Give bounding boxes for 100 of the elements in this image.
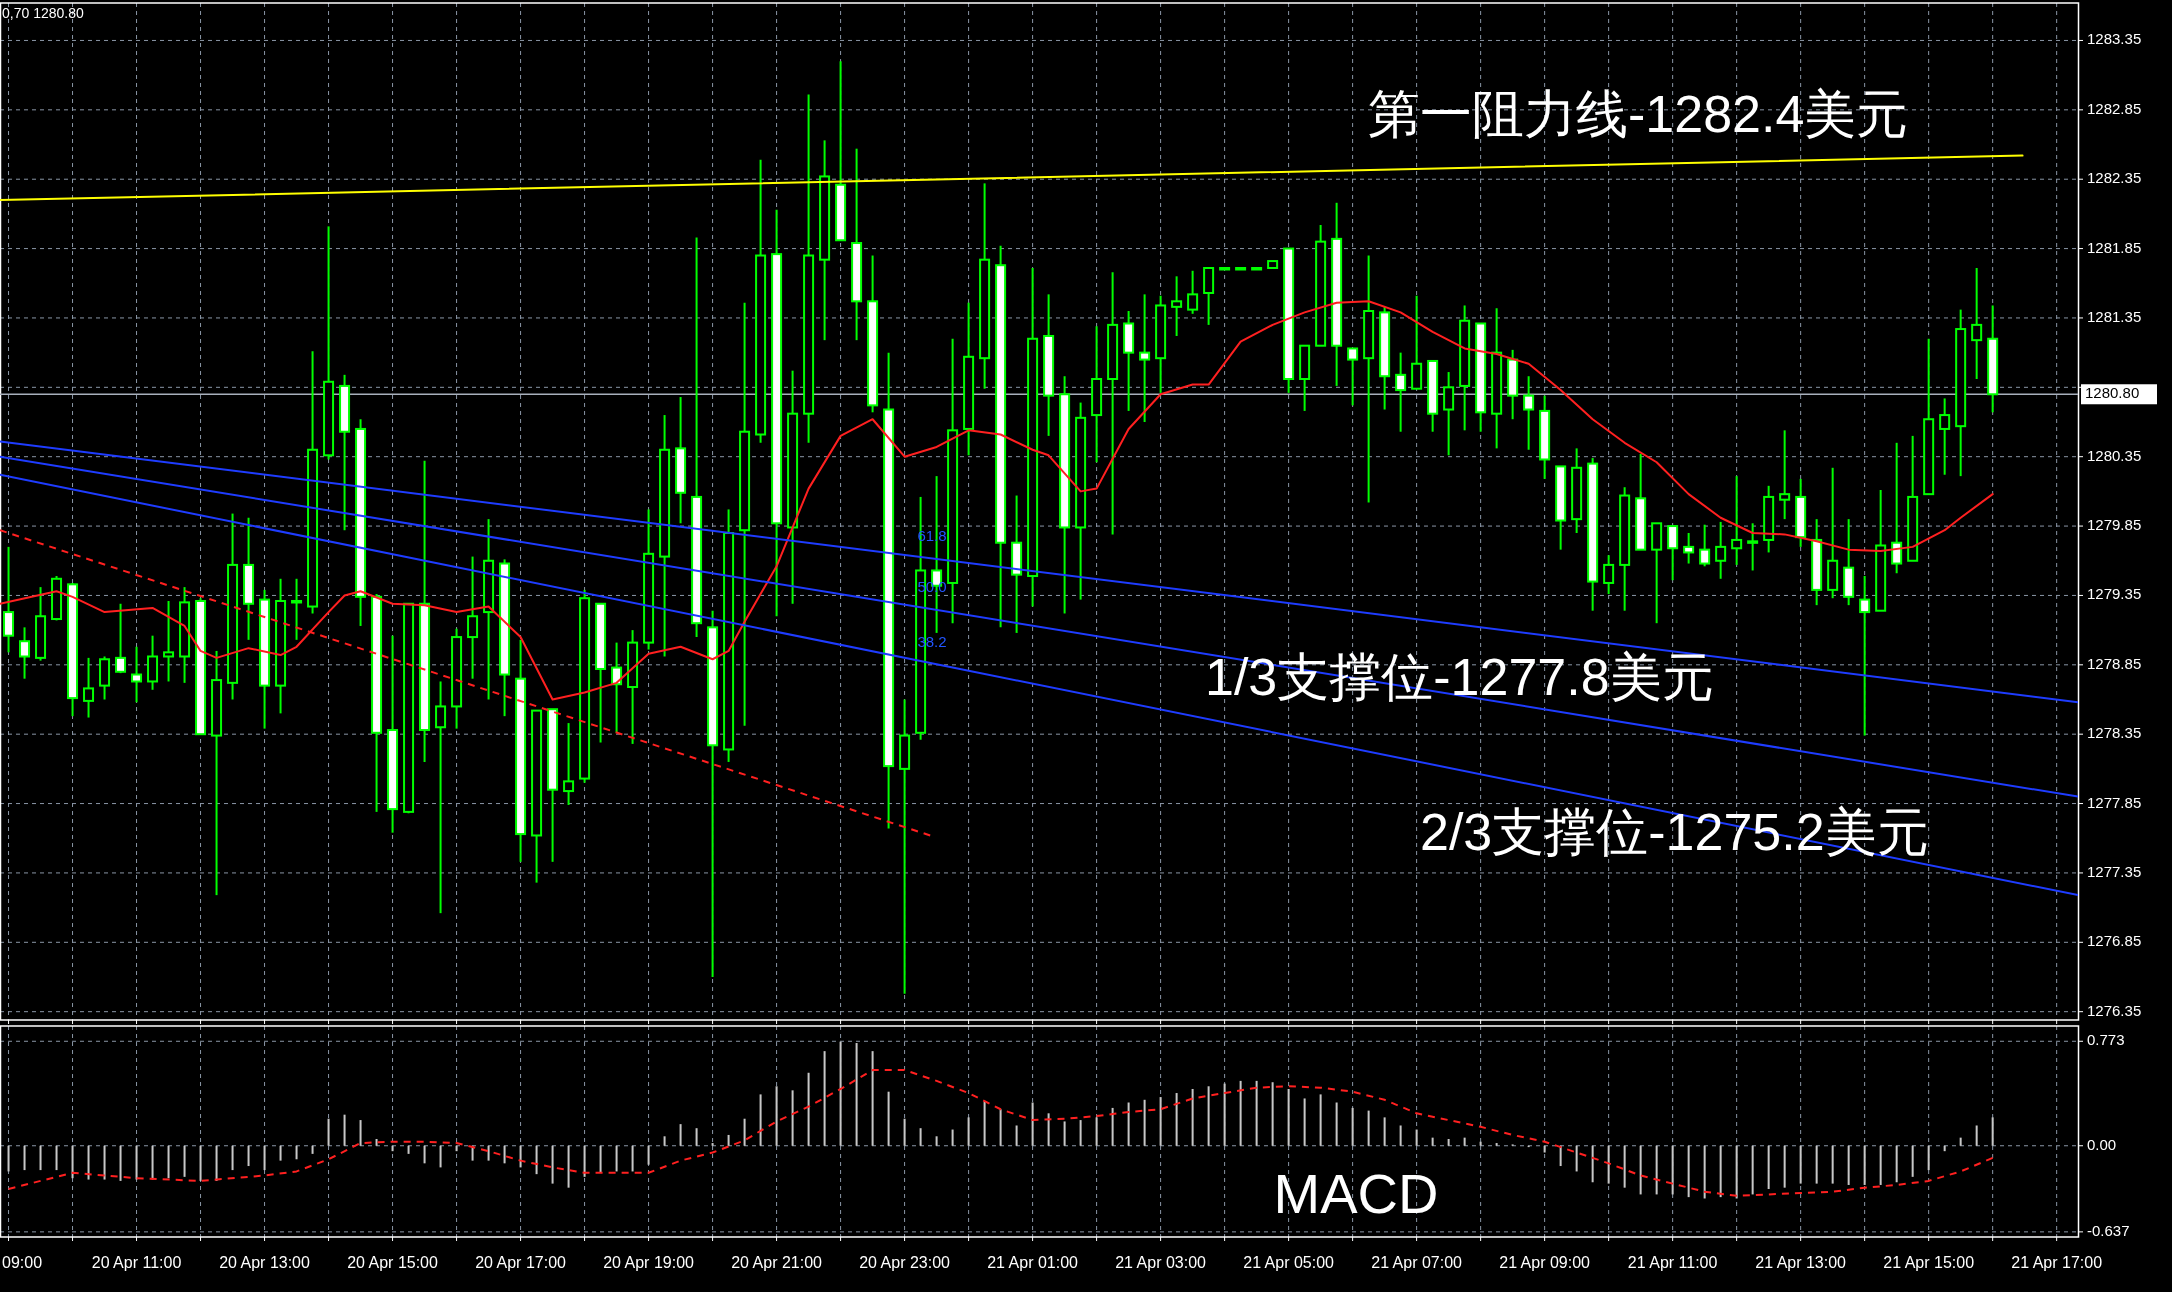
x-tick-label: 21 Apr 01:00 (987, 1254, 1079, 1271)
candlestick (1395, 351, 1407, 433)
bar (1383, 1117, 1386, 1146)
bar (327, 1118, 330, 1146)
x-tick-label: 20 Apr 19:00 (603, 1254, 695, 1271)
candlestick (1971, 267, 1983, 380)
bar (295, 1145, 298, 1160)
bar (1863, 1145, 1866, 1185)
bar (807, 1072, 810, 1146)
bar (1319, 1094, 1322, 1146)
bar (967, 1117, 970, 1146)
x-tick-label: 21 Apr 05:00 (1243, 1254, 1335, 1271)
bar (1991, 1117, 1994, 1146)
bar (1767, 1145, 1770, 1190)
bar (839, 1041, 842, 1146)
bar (743, 1118, 746, 1146)
bar (487, 1145, 490, 1161)
y-tick-label: 0.00 (2087, 1135, 2117, 1153)
candlestick (1859, 575, 1871, 737)
y-tick-label: 1279.85 (2087, 516, 2142, 534)
bar (1847, 1145, 1850, 1185)
bar (1367, 1110, 1370, 1146)
bar (183, 1145, 186, 1177)
bar (423, 1145, 426, 1164)
bar (1015, 1125, 1018, 1146)
bar (279, 1145, 282, 1161)
bar (535, 1145, 538, 1175)
bar (1447, 1139, 1450, 1146)
bar (1127, 1102, 1130, 1146)
x-tick-label: 21 Apr 15:00 (1883, 1254, 1975, 1271)
y-tick-label: 1276.35 (2087, 1001, 2142, 1019)
bar (1431, 1137, 1434, 1146)
candlestick (435, 680, 447, 915)
candlestick (1187, 269, 1199, 315)
bar (855, 1043, 858, 1146)
x-tick-label: 20 Apr 11:00 (91, 1254, 182, 1271)
x-tick-label: 21 Apr 07:00 (1371, 1254, 1463, 1271)
candlestick (291, 577, 303, 641)
annotation: 0,70 1280.80 (2, 5, 84, 21)
bar (1079, 1120, 1082, 1146)
bar (503, 1145, 506, 1164)
x-tick-label: 21 Apr 11:00 (1627, 1254, 1718, 1271)
x-tick-label: 20 Apr 21:00 (731, 1254, 823, 1271)
bar (1271, 1082, 1274, 1146)
x-tick-label: 20 Apr 13:00 (219, 1254, 311, 1271)
bar (551, 1145, 554, 1184)
bar (1607, 1145, 1610, 1184)
bar (759, 1094, 762, 1146)
bar (1063, 1121, 1066, 1146)
bar (951, 1129, 954, 1146)
bar (119, 1145, 122, 1181)
bar (151, 1145, 154, 1180)
bar (1639, 1145, 1642, 1195)
bar (343, 1114, 346, 1146)
bar (1239, 1080, 1242, 1146)
bar (167, 1145, 170, 1179)
annotation: MACD (1273, 1161, 1439, 1225)
candlestick (131, 645, 143, 704)
x-tick-label: 20 Apr 15:00 (347, 1254, 439, 1271)
candlestick (1779, 429, 1791, 521)
bar (1879, 1145, 1882, 1185)
y-tick-label: 1277.35 (2087, 862, 2142, 880)
bar (1351, 1107, 1354, 1146)
y-tick-label: 1281.35 (2087, 307, 2142, 325)
candlestick (1731, 475, 1743, 566)
bar (1095, 1117, 1098, 1146)
bar (1399, 1125, 1402, 1146)
bar (1415, 1129, 1418, 1146)
y-tick-label: 1278.35 (2087, 724, 2142, 742)
bar (1191, 1088, 1194, 1146)
bar (1287, 1088, 1290, 1146)
y-tick-label: 1279.35 (2087, 585, 2142, 603)
x-tick-label: 21 Apr 17:00 (2011, 1254, 2103, 1271)
bar (1495, 1143, 1498, 1146)
bar (1159, 1097, 1162, 1146)
bar (1111, 1107, 1114, 1146)
bar (1911, 1145, 1914, 1177)
bar (903, 1118, 906, 1146)
bar (567, 1145, 570, 1188)
candlestick (1891, 441, 1903, 575)
bar (711, 1143, 714, 1146)
y-tick-label: 1278.85 (2087, 654, 2142, 672)
candlestick (1523, 375, 1535, 451)
bar (71, 1145, 74, 1179)
bar (695, 1128, 698, 1146)
bar (1927, 1145, 1930, 1171)
candlestick (1667, 525, 1679, 582)
candlestick (563, 722, 575, 806)
bar (1591, 1145, 1594, 1183)
bar (871, 1051, 874, 1146)
bar (311, 1145, 314, 1154)
x-tick-label: 20 Apr 23:00 (859, 1254, 951, 1271)
bar (1975, 1125, 1978, 1146)
bar (1479, 1141, 1482, 1146)
bar (455, 1145, 458, 1152)
bar (631, 1145, 634, 1172)
x-tick-label: 09:00 (2, 1254, 43, 1271)
candlestick (1699, 523, 1711, 568)
bar (1815, 1145, 1818, 1184)
annotation: 第一阻力线-1282.4美元 (1368, 84, 1909, 143)
